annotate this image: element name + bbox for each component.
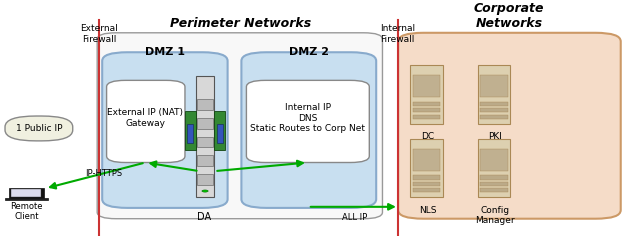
Text: PKI: PKI [488,132,502,141]
Circle shape [202,190,208,192]
Bar [197,99,213,110]
Text: External IP (NAT)
Gateway: External IP (NAT) Gateway [107,109,184,128]
Bar [413,176,440,180]
Bar [480,115,508,119]
FancyBboxPatch shape [478,139,510,197]
FancyBboxPatch shape [9,188,44,198]
Bar [480,102,508,106]
Text: 1 Public IP: 1 Public IP [16,124,62,133]
Text: Internal IP
DNS
Static Routes to Corp Net: Internal IP DNS Static Routes to Corp Ne… [250,103,366,133]
FancyBboxPatch shape [478,65,510,124]
FancyBboxPatch shape [246,80,369,163]
Text: DMZ 1: DMZ 1 [145,46,185,57]
Text: DMZ 2: DMZ 2 [289,46,329,57]
Text: Perimeter Networks: Perimeter Networks [169,17,311,30]
Bar [480,188,508,192]
Bar [197,137,213,148]
FancyBboxPatch shape [217,124,223,143]
Bar [197,118,213,129]
Bar [413,182,440,186]
Text: IP-HTTPS: IP-HTTPS [85,169,122,178]
Bar [197,174,213,185]
FancyBboxPatch shape [5,116,73,141]
FancyBboxPatch shape [11,189,41,197]
FancyBboxPatch shape [398,33,621,219]
FancyBboxPatch shape [410,139,443,197]
Text: DC: DC [421,132,434,141]
Bar [413,108,440,113]
FancyBboxPatch shape [413,75,440,97]
Text: Internal
Firewall: Internal Firewall [380,24,415,44]
Text: NLS: NLS [419,206,436,215]
Text: Config
Manager: Config Manager [475,206,515,225]
Text: ALL IP: ALL IP [342,213,367,222]
FancyBboxPatch shape [107,80,185,163]
Bar [413,188,440,192]
FancyBboxPatch shape [185,111,196,150]
FancyBboxPatch shape [5,198,48,200]
Text: DA: DA [197,212,211,222]
FancyBboxPatch shape [214,111,225,150]
Text: Remote
Client: Remote Client [10,202,43,221]
FancyBboxPatch shape [97,33,382,219]
FancyBboxPatch shape [480,75,508,97]
Bar [480,176,508,180]
FancyBboxPatch shape [196,76,214,197]
FancyBboxPatch shape [410,65,443,124]
Bar [480,182,508,186]
FancyBboxPatch shape [413,149,440,171]
FancyBboxPatch shape [102,52,228,208]
FancyBboxPatch shape [241,52,376,208]
Bar [413,102,440,106]
Bar [197,155,213,166]
FancyBboxPatch shape [480,149,508,171]
Bar [413,115,440,119]
Text: External
Firewall: External Firewall [80,24,118,44]
Text: Corporate
Networks: Corporate Networks [474,2,544,30]
FancyBboxPatch shape [187,124,193,143]
Bar [480,108,508,113]
